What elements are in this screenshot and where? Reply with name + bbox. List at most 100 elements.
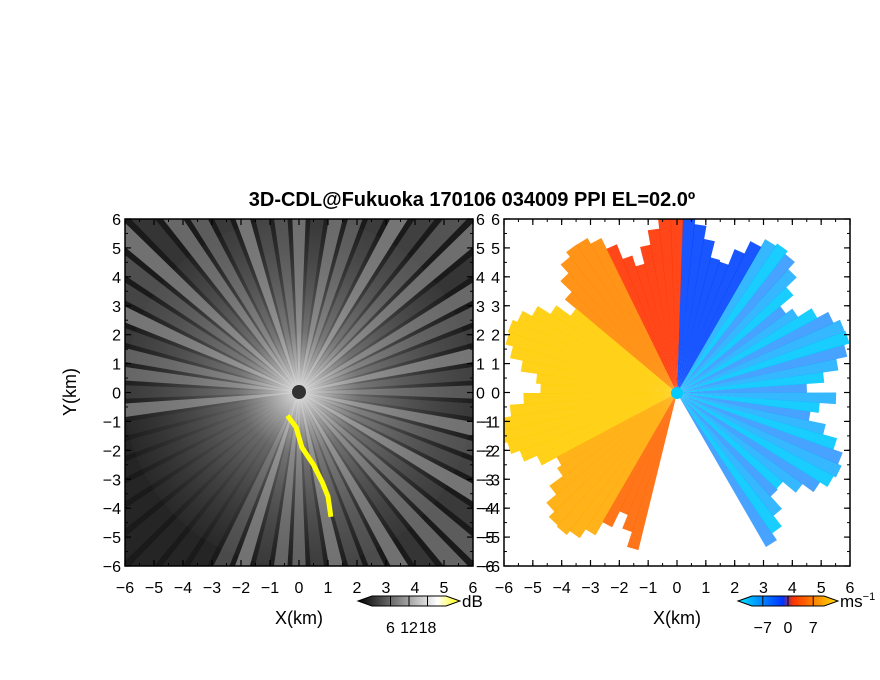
x-tick-label: 4 xyxy=(788,580,797,597)
velocity-sector xyxy=(677,393,843,465)
velocity-sector xyxy=(677,253,795,393)
y-tick-label-right: −1 xyxy=(476,414,494,431)
velocity-sector xyxy=(619,393,677,516)
axis-ticks-velocity: −6 −5 −4 −3 −2 −1 0 1 2 3 4 5 6 −6 −5 −4 −3 −2 −1 0 1 2 3 4 5 6 xyxy=(482,212,855,597)
velocity-sector xyxy=(677,257,721,393)
velocity-sector xyxy=(536,373,677,393)
velocity-sector xyxy=(677,393,783,517)
y-tick-label: 0 xyxy=(112,386,121,403)
velocity-sectors xyxy=(504,219,850,551)
x-tick-label: 5 xyxy=(817,580,826,597)
y-tick-label: −4 xyxy=(482,501,500,518)
intensity-ray xyxy=(125,392,299,562)
y-tick-label-right: 3 xyxy=(476,299,485,316)
velocity-sector xyxy=(556,393,677,466)
y-tick-label-right: −6 xyxy=(476,559,494,576)
velocity-sector xyxy=(548,393,677,526)
velocity-sector xyxy=(677,241,762,393)
x-tick-label: −5 xyxy=(145,580,163,597)
x-tick-label: 0 xyxy=(673,580,682,597)
velocity-sector xyxy=(585,393,677,536)
velocity-sector xyxy=(622,255,677,393)
y-tick-label: −3 xyxy=(482,472,500,489)
y-tick-label: 5 xyxy=(112,241,121,258)
velocity-sector xyxy=(560,256,677,393)
velocity-sector xyxy=(677,308,799,393)
y-tick-label: 1 xyxy=(112,357,121,374)
velocity-sector xyxy=(540,383,677,394)
velocity-sector xyxy=(677,392,837,405)
x-tick-label: −3 xyxy=(203,580,221,597)
panel-intensity: −6 −5 −4 −3 −2 −1 0 1 2 3 4 5 6−6 −6−5 −5−4 −4−3 −3−2 −2−… xyxy=(60,212,494,628)
colorbar-tick-label: −7 xyxy=(754,620,772,637)
velocity-sector xyxy=(590,237,677,393)
chart-title: 3D-CDL@Fukuoka 170106 034009 PPI EL=02.0… xyxy=(249,189,695,211)
velocity-sector xyxy=(677,393,784,490)
y-tick-label: 2 xyxy=(491,328,500,345)
x-tick-label: −6 xyxy=(495,580,513,597)
velocity-sector xyxy=(677,393,821,493)
velocity-sector xyxy=(569,393,677,539)
y-tick-label-right: −4 xyxy=(476,501,494,518)
x-tick-label: 5 xyxy=(440,580,449,597)
y-tick-label: −2 xyxy=(482,443,500,460)
velocity-sector xyxy=(556,393,677,536)
velocity-sector xyxy=(677,344,848,393)
radar-center-marker-velocity xyxy=(671,387,683,399)
x-tick-label: 6 xyxy=(846,580,855,597)
velocity-sector xyxy=(677,393,820,413)
velocity-sector xyxy=(507,393,677,455)
velocity-sector xyxy=(677,330,850,393)
velocity-sector xyxy=(677,224,707,393)
x-tick-label: −5 xyxy=(524,580,542,597)
velocity-sector xyxy=(517,310,677,393)
colorbar-intensity: 6 12 18 dB xyxy=(356,592,483,637)
velocity-sector xyxy=(549,393,677,495)
velocity-sector xyxy=(560,272,677,393)
colorbar-tick-label: 18 xyxy=(419,620,437,637)
x-tick-label: 6 xyxy=(469,580,478,597)
colorbar-tick-label: 12 xyxy=(400,620,418,637)
velocity-sector xyxy=(677,393,803,493)
y-tick-label: 3 xyxy=(491,299,500,316)
velocity-sector xyxy=(677,243,788,393)
y-tick-label-right: −2 xyxy=(476,443,494,460)
velocity-sector xyxy=(677,311,834,393)
velocity-sector xyxy=(627,393,677,551)
velocity-sector xyxy=(606,244,677,393)
x-axis-label-velocity: X(km) xyxy=(653,608,701,628)
x-tick-label: −2 xyxy=(232,580,250,597)
x-tick-label: −3 xyxy=(581,580,599,597)
y-tick-label: −4 xyxy=(103,501,121,518)
velocity-sector xyxy=(509,345,677,393)
velocity-sector xyxy=(622,393,677,533)
velocity-sector xyxy=(519,393,677,462)
x-tick-label: 1 xyxy=(701,580,710,597)
x-axis-label-intensity: X(km) xyxy=(275,608,323,628)
colorbar-intensity-unit: dB xyxy=(462,592,483,611)
velocity-sector xyxy=(570,308,677,393)
velocity-sector xyxy=(507,319,677,393)
colorbar-velocity-unit: ms−1 xyxy=(840,591,875,611)
velocity-sector xyxy=(670,219,684,393)
velocity-sector xyxy=(557,393,677,477)
velocity-sector xyxy=(677,238,715,393)
x-tick-label: −2 xyxy=(610,580,628,597)
y-tick-label: −1 xyxy=(482,414,500,431)
yellow-echo-trace xyxy=(285,414,334,518)
velocity-sector xyxy=(566,244,677,393)
y-tick-label-right: −5 xyxy=(476,530,494,547)
intensity-ray xyxy=(299,392,473,562)
y-tick-label: 6 xyxy=(112,212,121,229)
velocity-sector xyxy=(635,263,677,393)
x-tick-label: 3 xyxy=(759,580,768,597)
y-tick-label: 4 xyxy=(491,270,500,287)
y-tick-label-right: 2 xyxy=(476,328,485,345)
y-tick-label-right: −3 xyxy=(476,472,494,489)
radar-center-marker xyxy=(292,385,306,399)
x-tick-label: −6 xyxy=(116,580,134,597)
velocity-sector xyxy=(505,332,677,393)
y-tick-label-right: 1 xyxy=(476,357,485,374)
y-tick-label: −6 xyxy=(103,559,121,576)
velocity-sector xyxy=(677,268,797,393)
